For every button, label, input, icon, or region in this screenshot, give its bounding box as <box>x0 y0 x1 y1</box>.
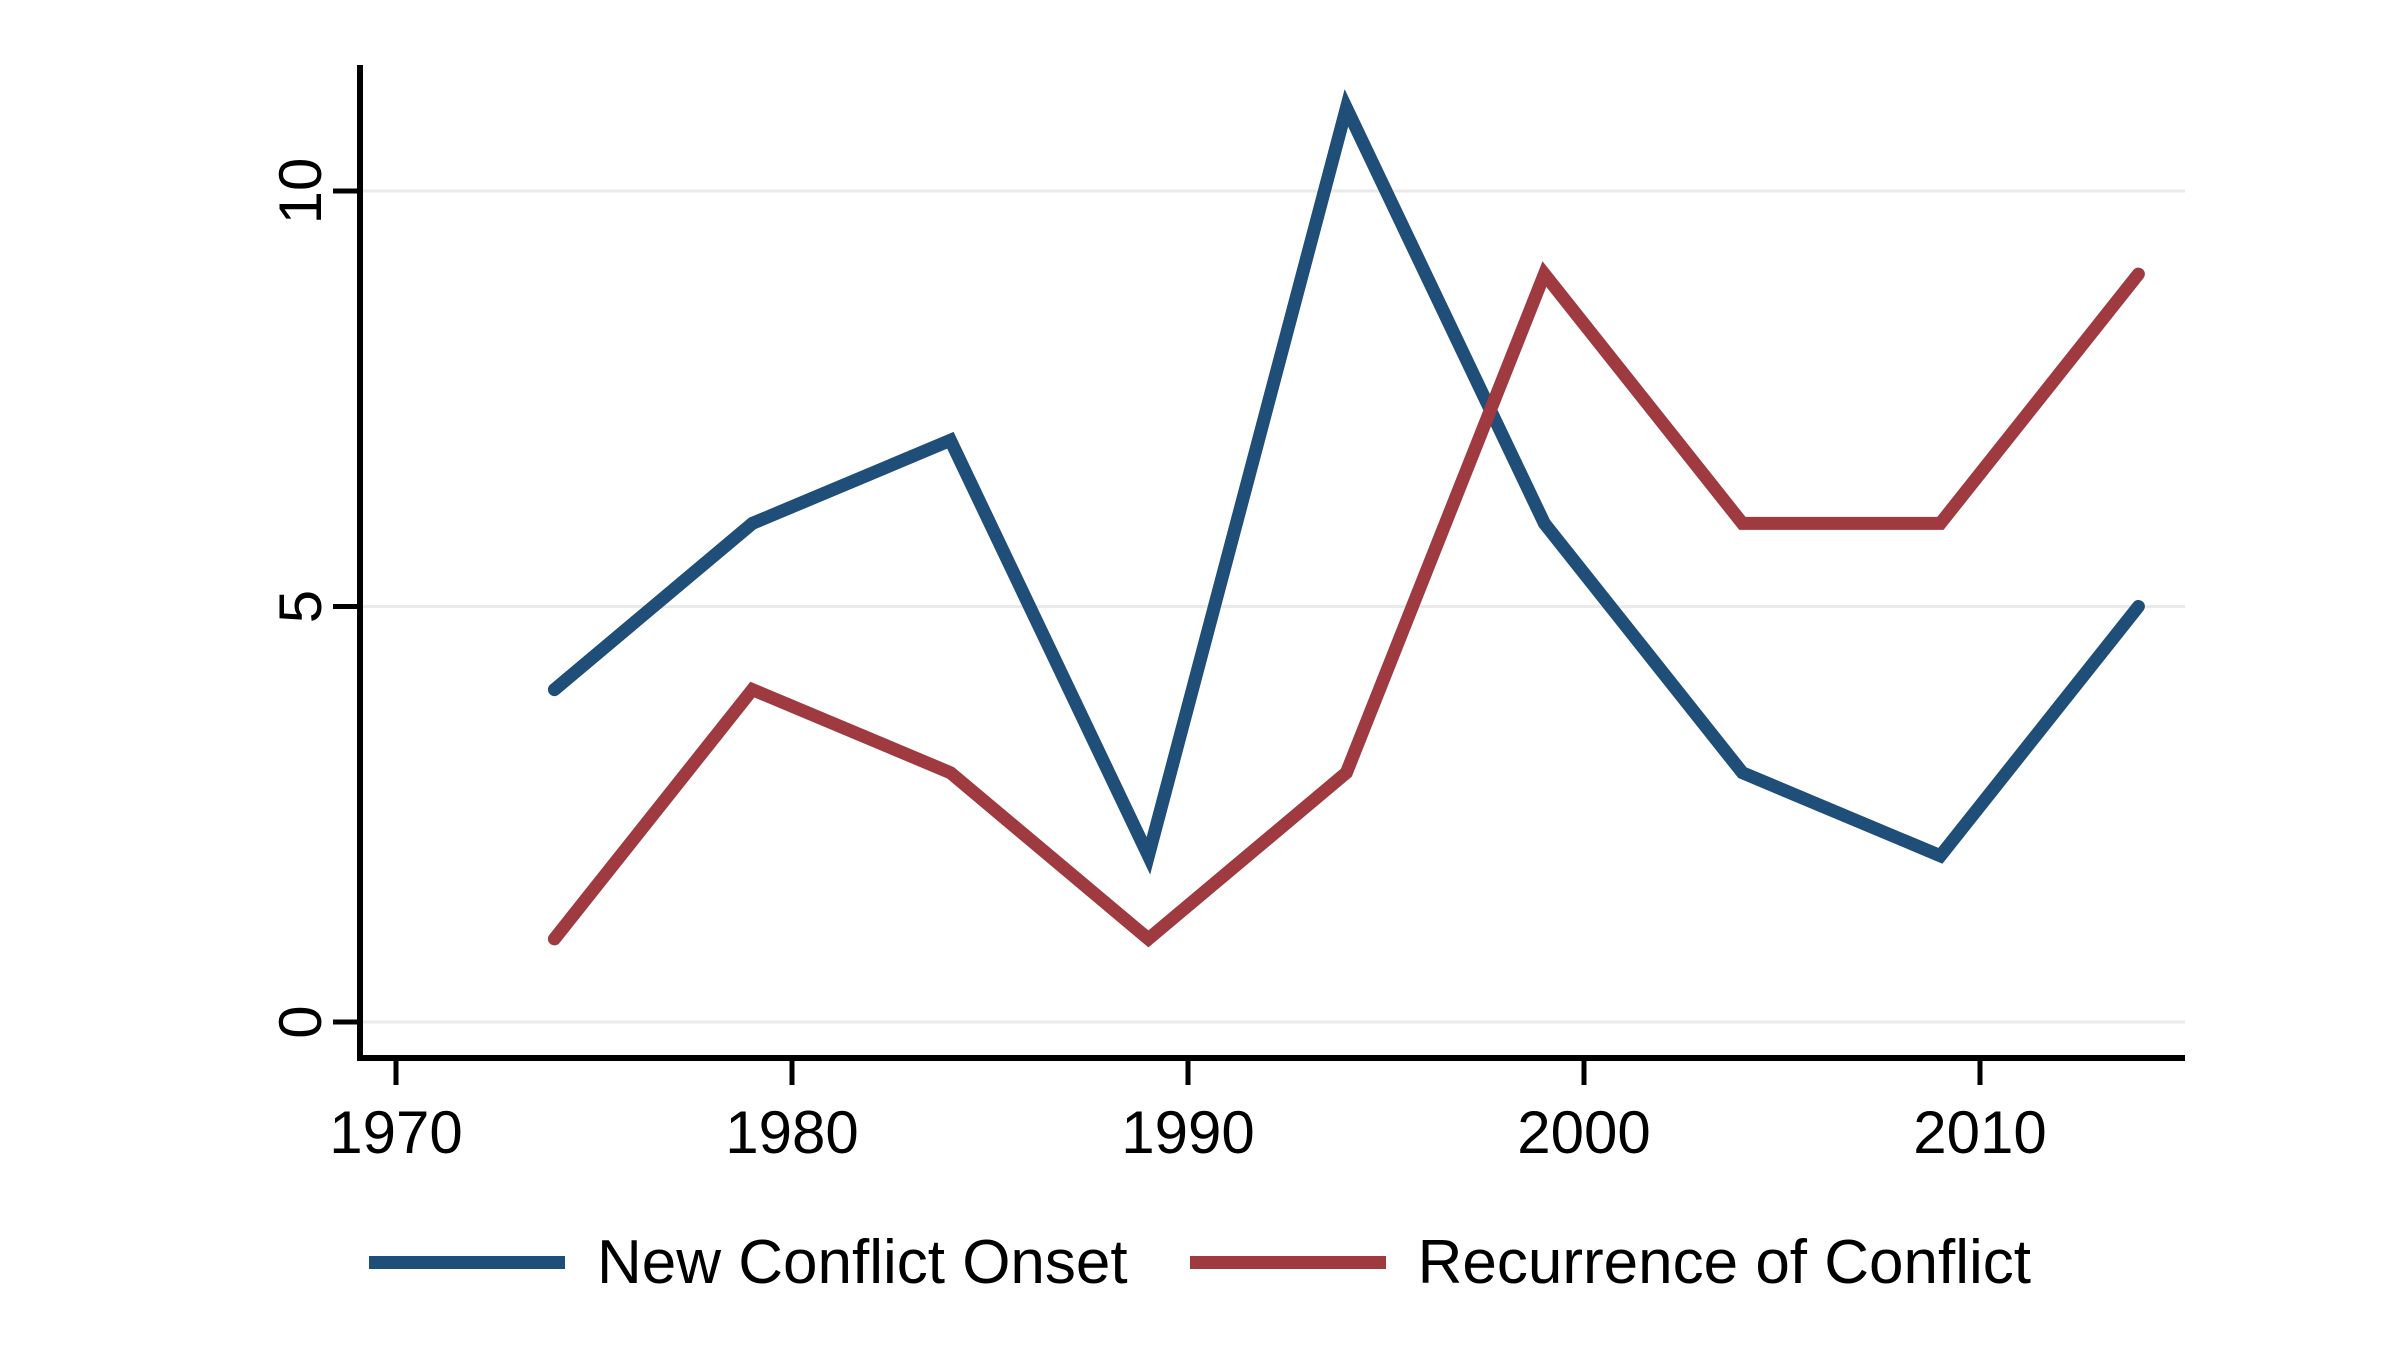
y-tick-label-10: 10 <box>267 158 334 225</box>
y-tick-label-0: 0 <box>267 1005 334 1038</box>
x-tick-label-1990: 1990 <box>1121 1099 1254 1166</box>
legend-item-recurrence-of-conflict: Recurrence of Conflict <box>1189 1227 2031 1298</box>
y-tick-label-5: 5 <box>267 590 334 623</box>
legend-label-new-conflict-onset: New Conflict Onset <box>596 1227 1128 1297</box>
legend-label-recurrence-of-conflict: Recurrence of Conflict <box>1417 1227 2031 1297</box>
tick-labels: 0 5 10 1970 1980 1990 2000 2010 <box>267 158 2047 1166</box>
series-line-new-conflict-onset <box>547 89 2145 875</box>
x-tick-label-2000: 2000 <box>1517 1099 1650 1166</box>
legend-swatch-recurrence-of-conflict <box>1189 1255 1386 1269</box>
legend-item-new-conflict-onset: New Conflict Onset <box>368 1227 1128 1298</box>
x-tick-label-2010: 2010 <box>1913 1099 2046 1166</box>
x-tick-label-1980: 1980 <box>725 1099 858 1166</box>
gridlines <box>360 189 2185 1024</box>
series-line-recurrence-of-conflict <box>547 261 2145 948</box>
legend-swatch-new-conflict-onset <box>368 1255 565 1269</box>
legend: New Conflict Onset Recurrence of Conflic… <box>0 1200 2400 1324</box>
x-tick-label-1970: 1970 <box>329 1099 462 1166</box>
series-lines <box>547 89 2145 948</box>
axes <box>333 65 2185 1085</box>
